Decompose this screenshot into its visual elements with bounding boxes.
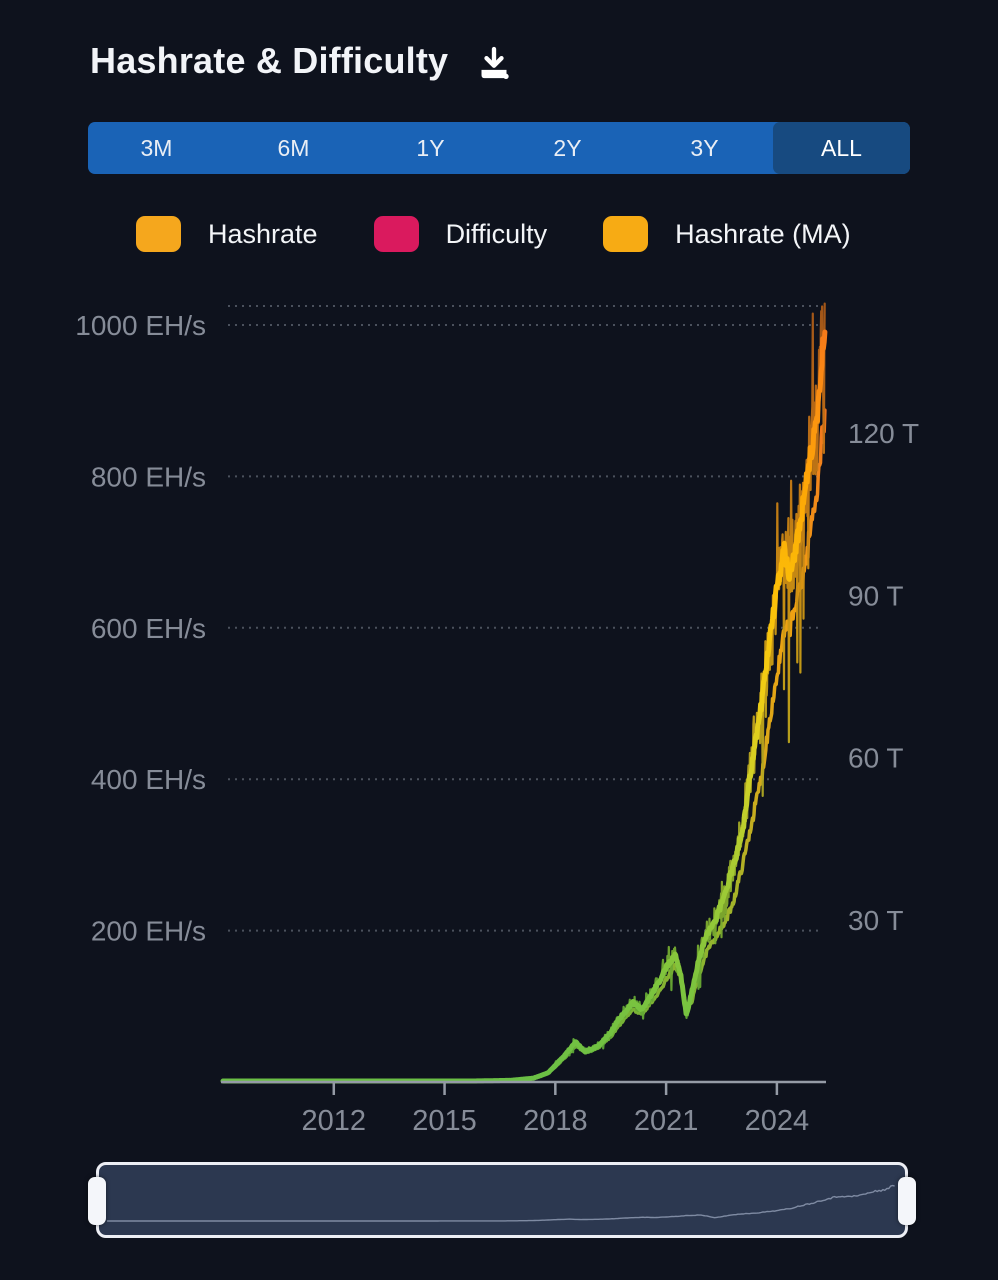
range-button-2y[interactable]: 2Y xyxy=(499,122,636,174)
date-range-slider[interactable] xyxy=(88,1162,916,1238)
header: Hashrate & Difficulty xyxy=(90,38,514,84)
legend-label: Hashrate (MA) xyxy=(675,218,851,249)
legend-item-difficulty[interactable]: Difficulty xyxy=(373,216,548,252)
time-range-selector: 3M 6M 1Y 2Y 3Y ALL xyxy=(88,122,910,174)
x-axis-tick-label: 2018 xyxy=(523,1105,588,1137)
legend-item-hashrate-ma[interactable]: Hashrate (MA) xyxy=(603,216,851,252)
difficulty-swatch xyxy=(373,216,419,252)
chart-legend: Hashrate Difficulty Hashrate (MA) xyxy=(136,216,851,252)
left-axis-tick-label: 1000 EH/s xyxy=(75,310,206,341)
range-button-1y[interactable]: 1Y xyxy=(362,122,499,174)
right-axis-tick-label: 30 T xyxy=(848,905,904,936)
left-axis-tick-label: 400 EH/s xyxy=(91,764,206,795)
left-axis-tick-label: 200 EH/s xyxy=(91,916,206,947)
legend-label: Hashrate xyxy=(208,218,318,249)
legend-item-hashrate[interactable]: Hashrate xyxy=(136,216,318,252)
hashrate-ma-line xyxy=(220,329,828,1084)
x-axis-tick-label: 2024 xyxy=(745,1105,810,1137)
hashrate-line xyxy=(221,302,826,1083)
hashrate-ma-swatch xyxy=(603,216,649,252)
slider-handle-right[interactable] xyxy=(898,1177,916,1225)
hashrate-swatch xyxy=(136,216,181,252)
download-icon[interactable] xyxy=(474,44,514,84)
range-button-3y[interactable]: 3Y xyxy=(636,122,773,174)
range-button-3m[interactable]: 3M xyxy=(88,122,225,174)
right-axis-tick-label: 90 T xyxy=(848,580,904,611)
difficulty-line xyxy=(221,408,827,1083)
left-axis-tick-label: 600 EH/s xyxy=(91,613,206,644)
x-axis-tick-label: 2012 xyxy=(302,1105,367,1137)
x-axis-tick-label: 2015 xyxy=(412,1105,477,1137)
range-button-6m[interactable]: 6M xyxy=(225,122,362,174)
legend-label: Difficulty xyxy=(445,218,548,249)
right-axis-tick-label: 120 T xyxy=(848,418,919,449)
x-axis-tick-label: 2021 xyxy=(634,1105,699,1137)
slider-handle-left[interactable] xyxy=(88,1177,106,1225)
page-title: Hashrate & Difficulty xyxy=(90,40,449,81)
left-axis-tick-label: 800 EH/s xyxy=(91,461,206,492)
right-axis-tick-label: 60 T xyxy=(848,743,904,774)
slider-mini-line xyxy=(107,1184,895,1222)
main-chart: 1000 EH/s 800 EH/s 600 EH/s 400 EH/s 200 EH/… xyxy=(75,302,919,1137)
slider-mini-chart xyxy=(107,1184,895,1222)
range-button-all[interactable]: ALL xyxy=(773,122,910,174)
